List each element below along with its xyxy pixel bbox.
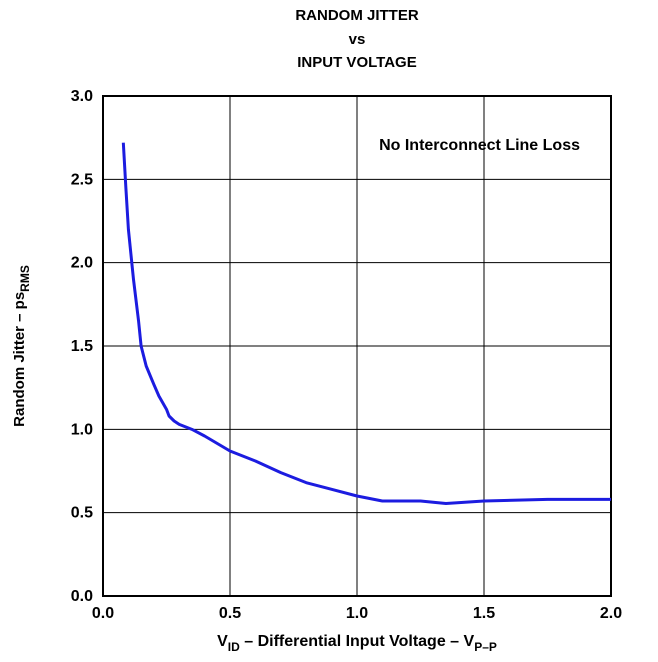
label-part: Random Jitter – ps [11, 292, 28, 427]
y-tick-label: 2.5 [71, 171, 93, 188]
x-tick-label: 0.5 [219, 605, 241, 622]
y-axis-label: Random Jitter – psRMS [11, 265, 32, 427]
label-part: ID [228, 640, 240, 654]
y-tick-label: 1.0 [71, 421, 93, 438]
y-tick-label: 1.5 [71, 338, 93, 355]
y-tick-label: 3.0 [71, 88, 93, 105]
chart-title: INPUT VOLTAGE [297, 54, 416, 71]
chart-title: vs [349, 31, 366, 48]
label-part: – Differential Input Voltage – V [240, 633, 475, 650]
data-line [121, 142, 611, 505]
chart-title: RANDOM JITTER [295, 7, 419, 24]
x-tick-label: 1.5 [473, 605, 495, 622]
label-part: V [217, 633, 228, 650]
y-tick-label: 2.0 [71, 255, 93, 272]
y-tick-label: 0.0 [71, 588, 93, 605]
label-part: RMS [18, 265, 32, 292]
y-tick-label: 0.5 [71, 505, 93, 522]
x-tick-label: 2.0 [600, 605, 622, 622]
x-tick-label: 1.0 [346, 605, 368, 622]
x-axis-label: VID – Differential Input Voltage – VP–P [217, 633, 497, 654]
label-part: P–P [474, 640, 497, 654]
plot-frame [102, 95, 612, 597]
annotation: No Interconnect Line Loss [379, 137, 580, 154]
x-tick-label: 0.0 [92, 605, 114, 622]
